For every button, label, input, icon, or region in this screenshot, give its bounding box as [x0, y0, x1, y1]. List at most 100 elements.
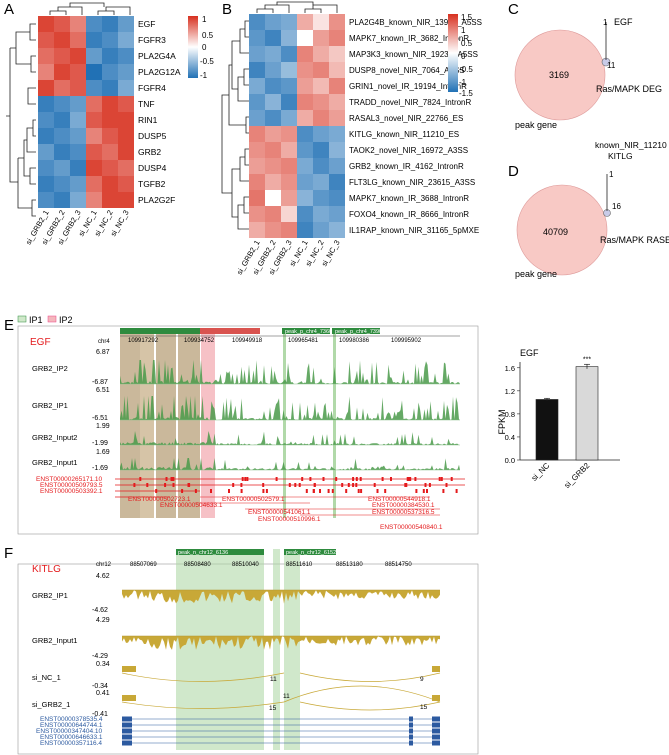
- exon: [164, 483, 167, 487]
- chart-y-tick-label: 1.2: [505, 387, 515, 396]
- heatmap-a-cell: [38, 112, 54, 128]
- panel-f-gene-name: KITLG: [32, 564, 61, 575]
- junction-count: 15: [269, 705, 277, 712]
- peak-band: [273, 549, 280, 750]
- heatmap-b-cell: [281, 126, 297, 142]
- heatmap-b-cell: [281, 142, 297, 158]
- heatmap-b-cell: [297, 190, 313, 206]
- exon: [139, 477, 142, 481]
- exon: [122, 728, 132, 734]
- heatmap-b-cell: [297, 46, 313, 62]
- exon: [210, 489, 212, 493]
- scale-min: -6.87: [92, 379, 108, 386]
- exon: [228, 489, 230, 493]
- heatmap-a-cell: [118, 96, 134, 112]
- exon: [322, 477, 325, 481]
- heatmap-a-cell: [70, 112, 86, 128]
- heatmap-a-cell: [70, 48, 86, 64]
- exon: [335, 477, 338, 481]
- heatmap-a-cell: [118, 144, 134, 160]
- exon: [298, 483, 301, 487]
- heatmap-b-cell: [313, 222, 329, 238]
- peak-header: [282, 328, 330, 334]
- coord-label: 88513180: [336, 562, 363, 568]
- heatmap-b-cell: [265, 62, 281, 78]
- heatmap-b-cell: [313, 78, 329, 94]
- heatmap-a-cell: [54, 80, 70, 96]
- panel-f-junction-counts: 11 9 11 15 15: [269, 676, 428, 712]
- heatmap-a-cell: [54, 16, 70, 32]
- transcript-label: ENST00000510996.1: [258, 516, 321, 523]
- heatmap-a-colorbar-ticks: 1 0.5 0 -0.5 -1: [200, 15, 214, 80]
- heatmap-b-cell: [313, 174, 329, 190]
- heatmap-b-cell: [297, 94, 313, 110]
- transcript-label: ENST00000502579.1: [222, 496, 285, 503]
- heatmap-a-cell: [118, 176, 134, 192]
- heatmap-b-cell: [265, 46, 281, 62]
- heatmap-a-row-label: PLA2G12A: [138, 67, 181, 77]
- heatmap-b-cell: [297, 30, 313, 46]
- heatmap-b-cell: [329, 46, 345, 62]
- exon: [424, 483, 427, 487]
- peak-band: [176, 549, 264, 750]
- exon: [406, 477, 409, 481]
- heatmap-b-row-labels: PLA2G4B_known_NIR_13973_A5SS MAPK7_known_…: [349, 18, 482, 235]
- heatmap-a-cell: [86, 176, 102, 192]
- heatmap-b-cell: [313, 110, 329, 126]
- transcript-label: ENST00000378535.4: [40, 716, 103, 723]
- panel-e-transcripts: [115, 477, 465, 516]
- heatmap-b-cell: [249, 94, 265, 110]
- panel-letter-e: E: [4, 317, 14, 334]
- colorbar-tick: 0.5: [202, 31, 214, 40]
- heatmap-b-row-label: GRIN1_novel_IR_19194_IntronR: [349, 82, 467, 91]
- heatmap-a-cell: [38, 144, 54, 160]
- panel-letter-a: A: [4, 1, 14, 18]
- colorbar-tick: 0: [202, 43, 207, 52]
- heatmap-a-cell: [118, 192, 134, 208]
- exon: [347, 483, 350, 487]
- heatmap-a-colorbar: [188, 16, 198, 78]
- coverage-track: [120, 431, 460, 445]
- peak-band: [333, 328, 336, 518]
- junction-count: 15: [420, 704, 428, 711]
- coord-label: 88514750: [385, 562, 412, 568]
- heatmap-b-cell: [249, 14, 265, 30]
- transcript-label: ENST00000502723.1: [128, 496, 191, 503]
- venn-c-right-count: 1: [603, 18, 608, 27]
- heatmap-b-cell: [281, 110, 297, 126]
- heatmap-b-cell: [329, 62, 345, 78]
- heatmap-a-cell: [86, 64, 102, 80]
- scale-min: -4.62: [92, 607, 108, 614]
- heatmap-b-cell: [313, 158, 329, 174]
- heatmap-b-row-label: RASAL3_novel_NIR_22766_ES: [349, 114, 463, 123]
- heatmap-b-cell: [249, 206, 265, 222]
- heatmap-b-cell: [297, 14, 313, 30]
- exon: [246, 477, 249, 481]
- exon: [432, 722, 440, 728]
- colorbar-tick: 0.5: [461, 39, 473, 48]
- venn-c-left-set: peak gene: [515, 120, 557, 130]
- heatmap-a-cell: [38, 96, 54, 112]
- coord-label: 88508480: [184, 562, 211, 568]
- coverage-track: [120, 458, 460, 470]
- track-name: si_GRB2_1: [32, 700, 70, 709]
- peak-band: [283, 328, 286, 518]
- heatmap-a-row-label: EGF: [138, 19, 155, 29]
- scale-max: 0.41: [96, 690, 110, 697]
- heatmap-a-cell: [86, 192, 102, 208]
- colorbar-tick: 0: [461, 52, 466, 61]
- exon: [187, 483, 190, 487]
- heatmap-b-cell: [265, 142, 281, 158]
- heatmap-b-cell: [265, 78, 281, 94]
- peak-band: [201, 328, 215, 518]
- heatmap-a-cell: [102, 128, 118, 144]
- legend-label-ip2: IP2: [59, 315, 73, 325]
- heatmap-b-cell: [281, 190, 297, 206]
- heatmap-a-cell: [102, 144, 118, 160]
- heatmap-b-cell: [265, 94, 281, 110]
- heatmap-b-cells: [249, 14, 345, 238]
- peak-label: peak_p_chr4_7390: [335, 329, 382, 335]
- heatmap-b-cell: [249, 78, 265, 94]
- heatmap-a-cell: [86, 32, 102, 48]
- exon: [172, 477, 175, 481]
